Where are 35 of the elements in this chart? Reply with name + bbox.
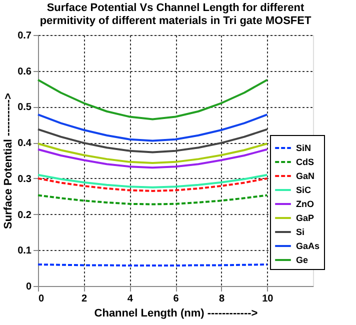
legend-label: GaP	[296, 213, 314, 223]
legend-label: SiC	[296, 185, 312, 195]
legend-label: SiN	[296, 143, 312, 153]
line-series	[37, 177, 268, 192]
y-tick-label: 0	[26, 282, 32, 292]
line-series	[37, 78, 268, 120]
x-axis-title: Channel Length (nm) ------------>	[94, 308, 258, 320]
x-tick-label: 6	[173, 294, 180, 304]
y-tick-label: 0.4	[18, 138, 32, 150]
line-series	[37, 142, 268, 164]
text: permitivity of different materials in Tri gate MOSFET	[40, 15, 312, 27]
x-tick-label: 0	[38, 294, 44, 304]
legend-label: CdS	[296, 157, 314, 167]
y-tick-label: 0.1	[18, 246, 32, 257]
line-series	[37, 174, 268, 188]
line-series	[37, 194, 268, 206]
legend-label: Ge	[296, 255, 308, 265]
legend-label: Si	[296, 227, 305, 237]
x-tick-label: 10	[262, 294, 274, 304]
line-series	[37, 128, 268, 154]
legend-label: ZnO	[296, 199, 314, 209]
y-axis-title: Surface Potential ---------->	[2, 93, 15, 229]
x-tick-label: 4	[127, 294, 134, 304]
line-series	[37, 114, 268, 142]
y-tick-label: 0.6	[18, 66, 32, 78]
text: Surface Potential Vs Channel Length for different	[46, 2, 304, 14]
x-tick-label: 8	[219, 294, 226, 304]
x-tick-label: 2	[82, 294, 88, 304]
legend-label: GaAs	[296, 241, 320, 251]
y-tick-label: 0.5	[18, 102, 32, 114]
line-series	[37, 148, 268, 169]
y-tick-label: 0.7	[18, 30, 32, 42]
y-tick-label: 0.2	[18, 210, 32, 221]
legend-label: GaN	[296, 171, 315, 181]
y-tick-label: 0.3	[18, 174, 32, 185]
